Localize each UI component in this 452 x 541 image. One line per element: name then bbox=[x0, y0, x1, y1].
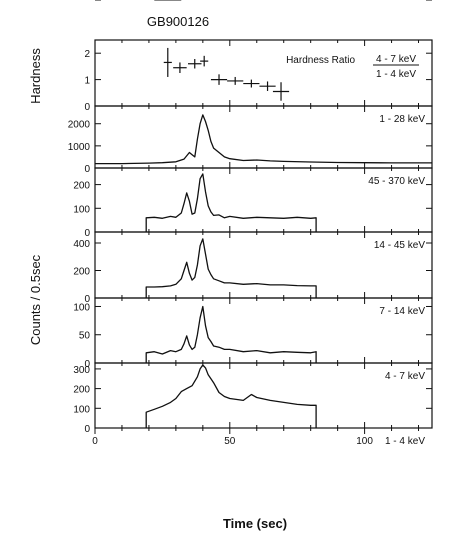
y-tick-label: 0 bbox=[84, 424, 90, 435]
y-tick-label: 300 bbox=[73, 365, 90, 376]
y-tick-label: 1000 bbox=[68, 142, 91, 153]
y-tick-label: 0 bbox=[84, 164, 90, 175]
light-curve bbox=[95, 114, 432, 165]
panel-frame bbox=[94, 362, 433, 429]
light-curve bbox=[145, 305, 317, 363]
y-tick-label: 2000 bbox=[68, 120, 91, 131]
hardness-label: Hardness Ratio bbox=[286, 55, 355, 66]
y-tick-label: 100 bbox=[73, 404, 90, 415]
panel-band-1-28: 0 1000 2000 1 - 28 keV bbox=[68, 105, 433, 175]
panel-band-1-4: 01002001 - 4 keV bbox=[73, 0, 432, 447]
light-curve bbox=[145, 364, 317, 428]
y-tick-label: 200 bbox=[73, 267, 90, 278]
band-label: 45 - 370 keV bbox=[368, 176, 425, 187]
y-tick-label: 100 bbox=[73, 204, 90, 215]
counts-axis-label: Counts / 0.5sec bbox=[28, 254, 43, 345]
y-tick-label: 0 bbox=[84, 0, 90, 3]
y-tick-label: 0 bbox=[84, 228, 90, 239]
band-label: 1 - 4 keV bbox=[385, 436, 425, 447]
y-tick-label: 200 bbox=[73, 385, 90, 396]
y-tick-label: 200 bbox=[73, 181, 90, 192]
x-tick-label: 100 bbox=[356, 436, 373, 447]
y-tick-label: 50 bbox=[79, 331, 91, 342]
x-axis-label: Time (sec) bbox=[223, 516, 287, 531]
y-tick-label: 100 bbox=[73, 302, 90, 313]
y-tick-label: 0 bbox=[84, 102, 90, 113]
y-tick-label: 1 bbox=[84, 76, 90, 87]
light-curve bbox=[145, 173, 317, 232]
band-label: 4 - 7 keV bbox=[385, 371, 425, 382]
y-tick-label: 200 bbox=[73, 0, 90, 3]
y-tick-label: 0 bbox=[84, 294, 90, 305]
chart-title: GB900126 bbox=[147, 14, 209, 29]
panel-hardness: 0 1 2 Hardness Ratio 4 - 7 keV 1 - 4 keV bbox=[84, 39, 433, 113]
panel-band-14-45: 0 200 400 14 - 45 keV bbox=[73, 231, 433, 305]
y-tick-label: 400 bbox=[73, 239, 90, 250]
y-tick-label: 2 bbox=[84, 49, 90, 60]
band-label: 7 - 14 keV bbox=[379, 306, 425, 317]
y-tick-label: 100 bbox=[73, 0, 90, 3]
band-label: 14 - 45 keV bbox=[374, 240, 425, 251]
panel-band-45-370: 0 100 200 45 - 370 keV bbox=[73, 167, 433, 239]
x-tick-label: 50 bbox=[224, 436, 236, 447]
x-tick-label: 0 bbox=[92, 436, 98, 447]
ratio-denominator: 1 - 4 keV bbox=[376, 69, 416, 80]
y-tick-label: 0 bbox=[84, 359, 90, 370]
ratio-numerator: 4 - 7 keV bbox=[376, 54, 416, 65]
panel-band-7-14: 0 50 100 7 - 14 keV bbox=[73, 297, 433, 370]
panel-band-4-7: 0 100 200 300 4 - 7 keV bbox=[73, 362, 433, 435]
band-label: 1 - 28 keV bbox=[379, 114, 425, 125]
hardness-axis-label: Hardness bbox=[28, 48, 43, 104]
light-curve bbox=[145, 238, 317, 298]
